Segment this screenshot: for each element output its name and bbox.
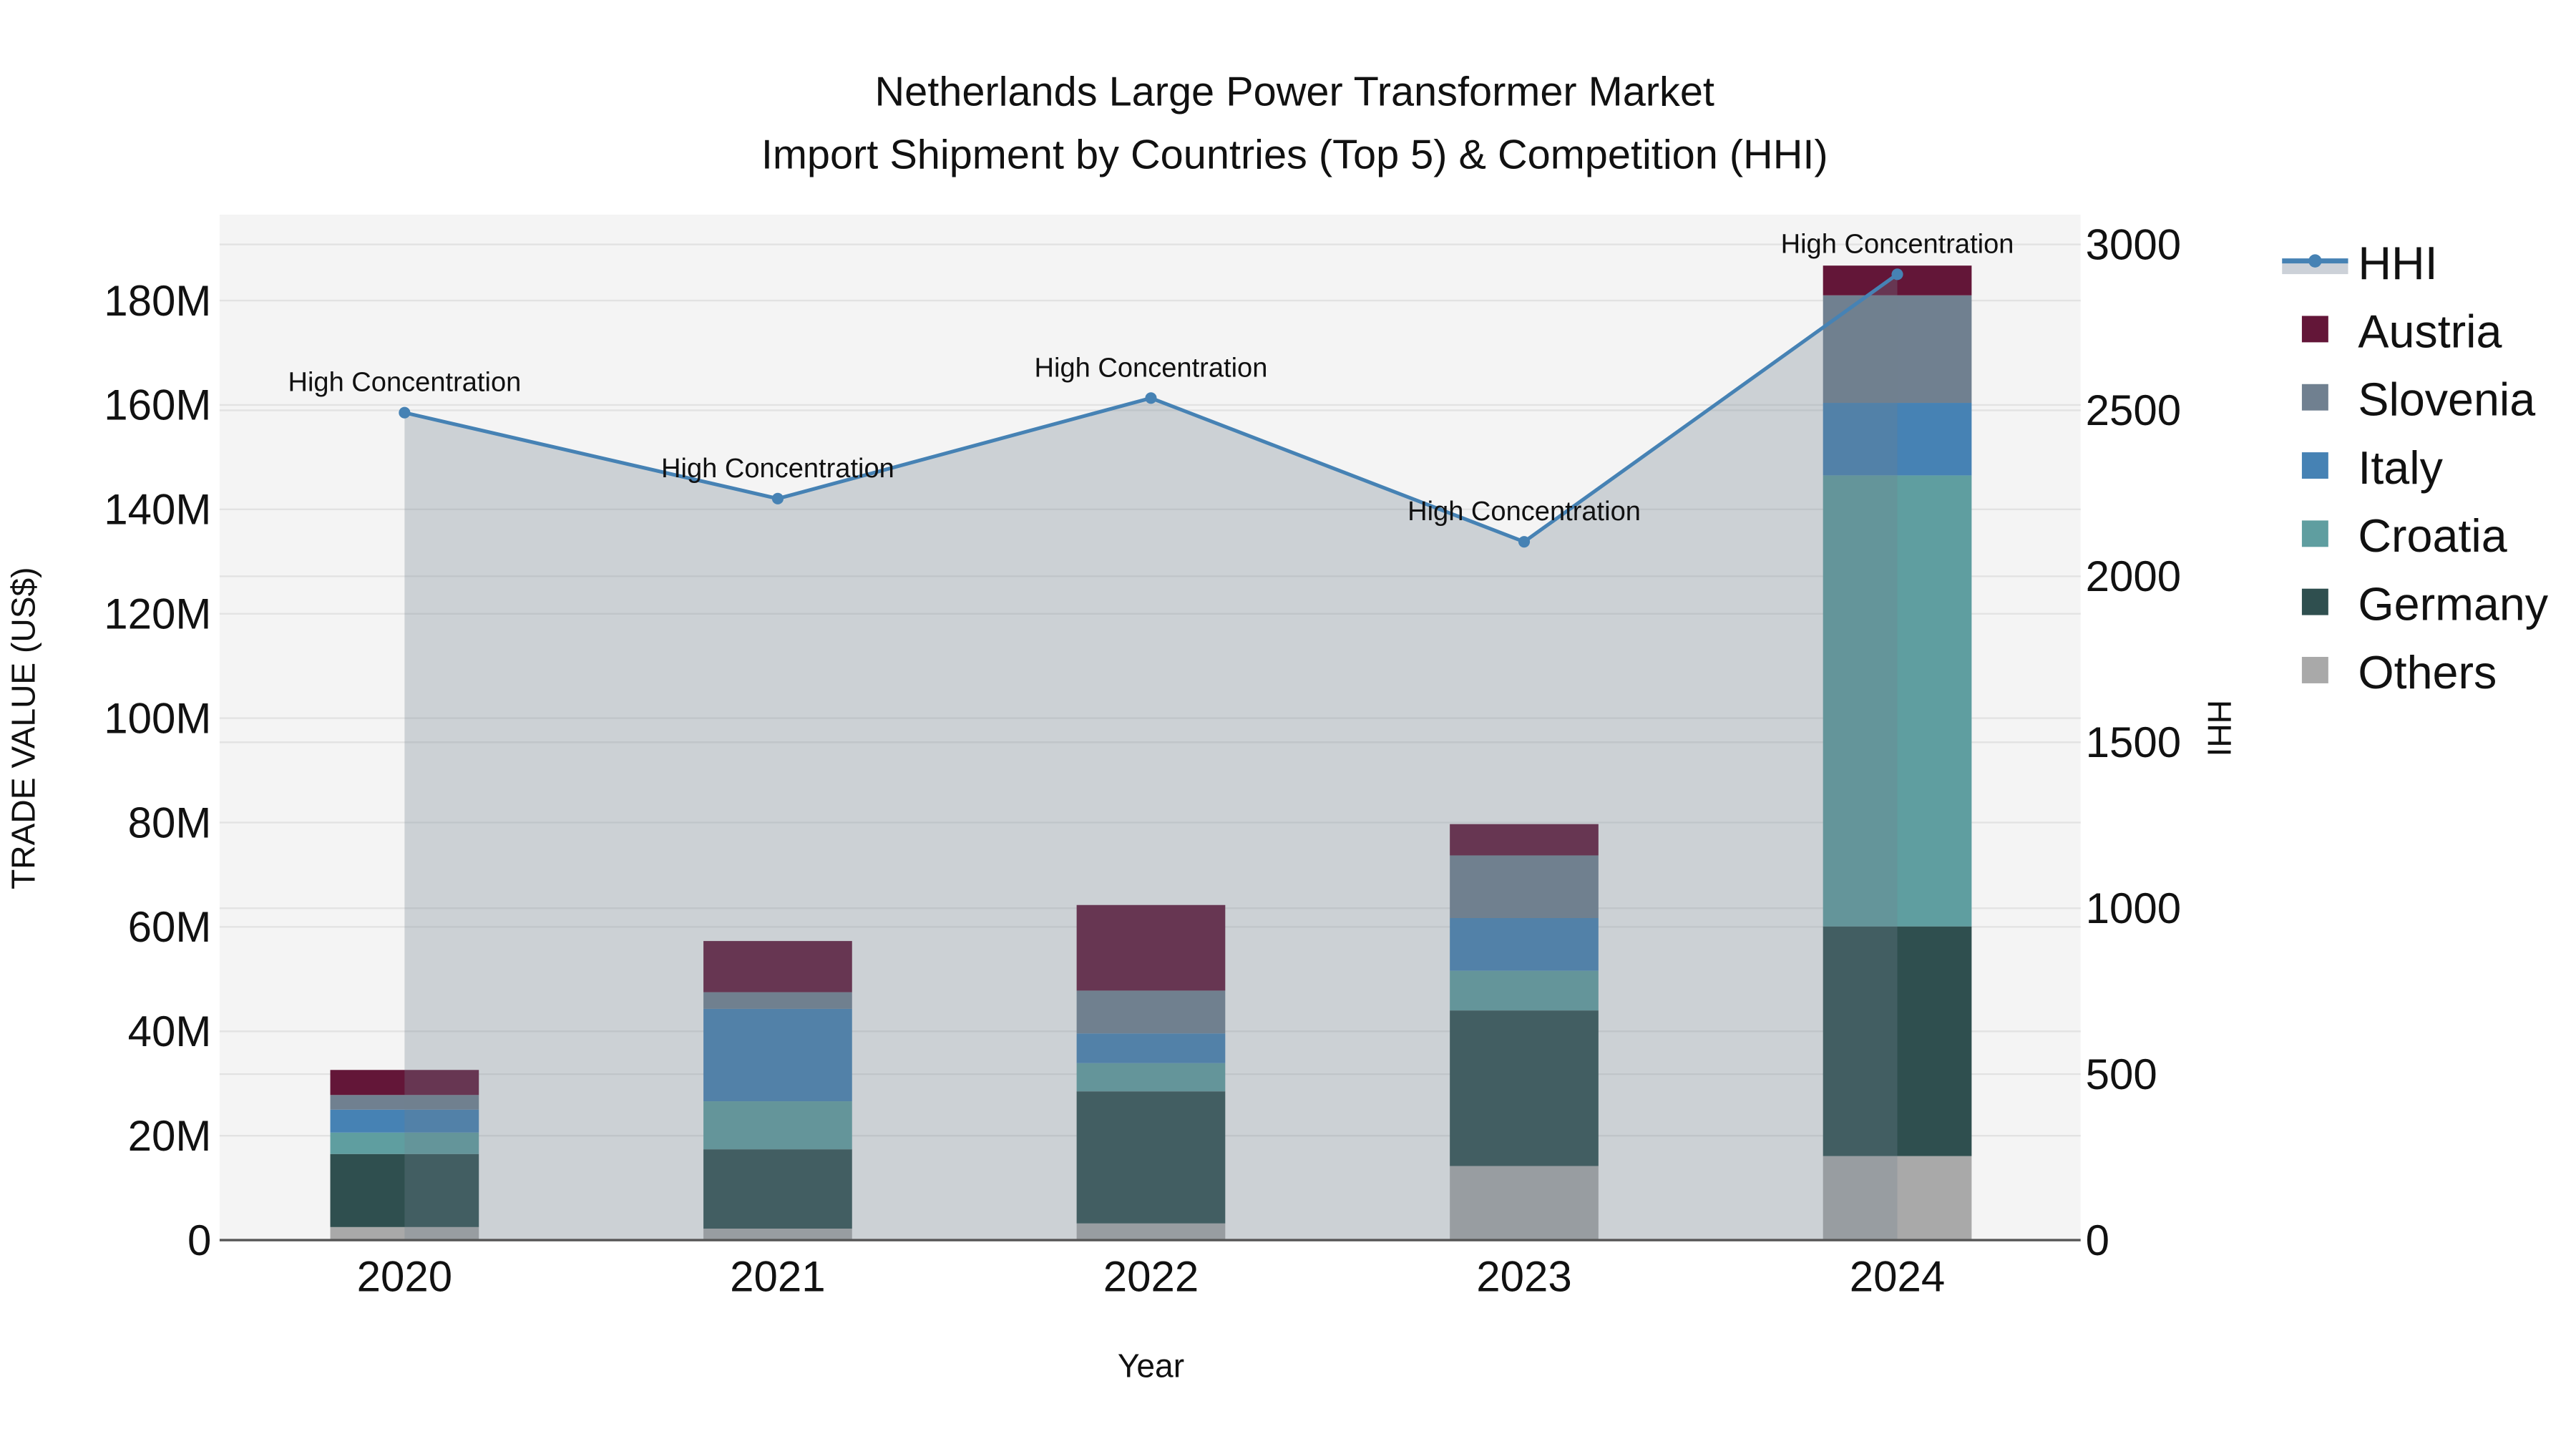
y2-tick-label: 500 <box>2086 1050 2157 1098</box>
hhi-annotation: High Concentration <box>1781 229 2014 259</box>
legend-swatch-others <box>2301 657 2328 683</box>
bar-italy-2020 <box>330 1109 479 1133</box>
bar-italy-2023 <box>1450 917 1599 971</box>
chart-title-line1: Netherlands Large Power Transformer Mark… <box>874 69 1714 115</box>
hhi-point-2022 <box>1145 392 1157 404</box>
y2-tick-label: 2500 <box>2086 386 2181 434</box>
bar-slovenia-2020 <box>330 1095 479 1110</box>
x-axis-ticks: 2020 2021 2022 2023 2024 <box>357 1253 1946 1301</box>
y-tick-label: 40M <box>128 1008 212 1055</box>
y-tick-label: 20M <box>128 1112 212 1160</box>
hhi-point-2023 <box>1518 536 1531 548</box>
y-tick-label: 60M <box>128 903 212 951</box>
legend-label-hhi: HHI <box>2358 238 2437 289</box>
y2-axis-ticks: 0 500 1000 1500 2000 2500 3000 <box>2086 220 2181 1264</box>
bar-slovenia-2024 <box>1823 295 1972 404</box>
y-tick-label: 0 <box>187 1216 211 1264</box>
bar-austria-2022 <box>1076 904 1226 991</box>
x-tick-label: 2024 <box>1850 1253 1945 1301</box>
bar-croatia-2022 <box>1076 1063 1226 1092</box>
bar-others-2022 <box>1076 1223 1226 1241</box>
y2-tick-label: 1000 <box>2086 884 2181 932</box>
legend: HHI Austria Slovenia Italy Croatia Germany Oth… <box>2282 238 2549 698</box>
legend-label-italy: Italy <box>2358 442 2443 494</box>
legend-swatch-germany <box>2301 588 2328 615</box>
legend-label-slovenia: Slovenia <box>2358 374 2535 426</box>
bar-slovenia-2022 <box>1076 990 1226 1034</box>
bar-germany-2020 <box>330 1153 479 1227</box>
bar-germany-2021 <box>703 1149 852 1229</box>
hhi-annotation: High Concentration <box>1407 497 1641 527</box>
hhi-annotation: High Concentration <box>1035 353 1268 383</box>
bar-slovenia-2023 <box>1450 855 1599 918</box>
chart-title-line2: Import Shipment by Countries (Top 5) & C… <box>761 132 1828 177</box>
bar-germany-2024 <box>1823 926 1972 1156</box>
bar-italy-2024 <box>1823 403 1972 476</box>
y2-axis-title: HHI <box>2200 700 2238 756</box>
hhi-point-2021 <box>771 492 784 504</box>
legend-hhi-marker <box>2308 254 2322 268</box>
x-axis-title: Year <box>1118 1347 1184 1385</box>
bar-austria-2020 <box>330 1070 479 1096</box>
y-axis-title: TRADE VALUE (US$) <box>4 567 42 889</box>
bar-others-2021 <box>703 1229 852 1241</box>
legend-hhi-area-swatch <box>2282 262 2348 275</box>
hhi-point-2024 <box>1891 268 1903 280</box>
y2-tick-label: 3000 <box>2086 220 2181 268</box>
x-tick-label: 2020 <box>357 1253 452 1301</box>
hhi-series: High Concentration High Concentration High… <box>288 229 2014 1241</box>
y-axis-ticks: 0 20M 40M 60M 80M 100M 120M 140M 160M 180M <box>104 277 211 1264</box>
y-tick-label: 160M <box>104 381 211 429</box>
bar-croatia-2021 <box>703 1101 852 1150</box>
bar-italy-2022 <box>1076 1033 1226 1063</box>
y-tick-label: 80M <box>128 799 212 847</box>
legend-label-others: Others <box>2358 647 2497 698</box>
hhi-annotation: High Concentration <box>661 454 894 484</box>
y-tick-label: 100M <box>104 694 211 742</box>
y-tick-label: 180M <box>104 277 211 325</box>
bar-others-2023 <box>1450 1166 1599 1241</box>
legend-label-croatia: Croatia <box>2358 510 2507 562</box>
bar-slovenia-2021 <box>703 992 852 1009</box>
y-tick-label: 120M <box>104 590 211 638</box>
bar-croatia-2020 <box>330 1132 479 1154</box>
bar-italy-2021 <box>703 1008 852 1102</box>
y2-tick-label: 1500 <box>2086 718 2181 766</box>
x-tick-label: 2022 <box>1103 1253 1199 1301</box>
x-tick-label: 2021 <box>730 1253 825 1301</box>
y-tick-label: 140M <box>104 486 211 534</box>
legend-label-germany: Germany <box>2358 579 2548 630</box>
bar-germany-2023 <box>1450 1010 1599 1166</box>
legend-swatch-croatia <box>2301 520 2328 547</box>
y2-tick-label: 0 <box>2086 1216 2109 1264</box>
y2-tick-label: 2000 <box>2086 552 2181 600</box>
x-tick-label: 2023 <box>1476 1253 1571 1301</box>
hhi-point-2020 <box>399 406 411 419</box>
bars <box>330 265 1972 1241</box>
bar-others-2024 <box>1823 1156 1972 1241</box>
legend-swatch-italy <box>2301 452 2328 479</box>
hhi-annotation: High Concentration <box>288 368 521 398</box>
bar-austria-2023 <box>1450 824 1599 856</box>
hhi-area <box>404 274 1898 1241</box>
legend-label-austria: Austria <box>2358 306 2502 357</box>
bar-croatia-2023 <box>1450 970 1599 1011</box>
bar-austria-2021 <box>703 941 852 992</box>
bar-germany-2022 <box>1076 1091 1226 1224</box>
legend-swatch-austria <box>2301 316 2328 343</box>
bar-croatia-2024 <box>1823 475 1972 927</box>
bar-others-2020 <box>330 1226 479 1241</box>
legend-swatch-slovenia <box>2301 384 2328 411</box>
